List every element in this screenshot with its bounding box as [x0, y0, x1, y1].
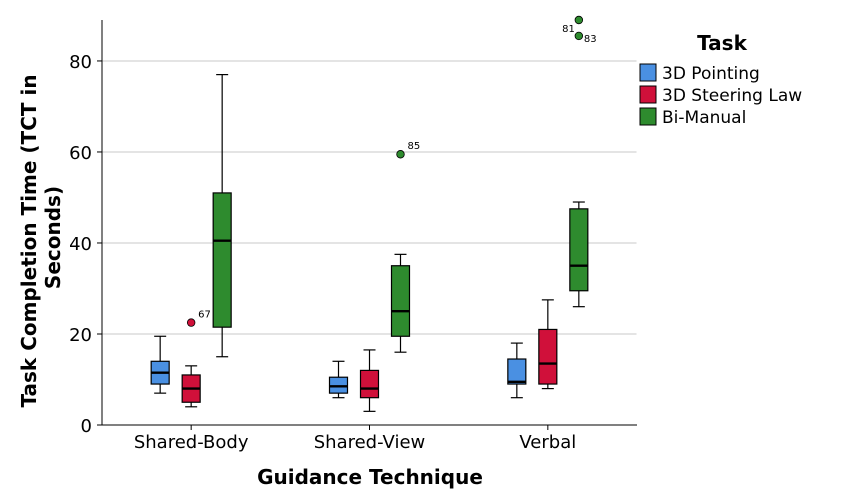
outlier-label: 83: [584, 34, 597, 45]
y-axis-title-line-2: Seconds): [41, 186, 65, 289]
y-axis-title: Task Completion Time (TCT in Seconds): [17, 67, 65, 407]
x-axis-title: Guidance Technique: [257, 465, 483, 489]
x-tick-label: Verbal: [519, 432, 576, 453]
y-tick-label: 40: [69, 234, 92, 255]
legend-swatch: [639, 107, 657, 126]
x-tick-label: Shared-Body: [134, 432, 249, 453]
outlier-point: [574, 15, 584, 25]
outliers: 67 85 83 81: [186, 15, 597, 327]
legend-label: 3D Steering Law: [662, 86, 802, 106]
box-bi-manual: [569, 201, 589, 308]
outlier-point: [396, 150, 405, 159]
y-tick-label: 0: [81, 416, 92, 437]
box-3d-steering-law: [181, 365, 201, 408]
legend-swatch: [639, 63, 657, 82]
box-3d-steering-law: [538, 299, 558, 390]
grid-lines: [102, 60, 637, 335]
box-bi-manual: [390, 253, 411, 353]
box-body: [507, 358, 527, 385]
box-3d-pointing: [150, 335, 170, 394]
y-tick-label: 80: [69, 52, 92, 73]
box-body: [569, 208, 589, 292]
box-3d-pointing: [328, 360, 349, 399]
y-tick-label: 20: [69, 325, 92, 346]
legend-title: Task: [697, 31, 747, 55]
box-body: [390, 265, 411, 337]
box-body: [212, 192, 232, 328]
boxes: [150, 74, 589, 412]
y-tick-label: 60: [69, 143, 92, 164]
x-tick-labels: Shared-Body Shared-View Verbal: [134, 425, 576, 453]
box-body: [538, 328, 558, 385]
outlier-label: 85: [408, 141, 421, 152]
box-body: [359, 369, 380, 399]
box-3d-steering-law: [359, 349, 380, 412]
legend-swatch: [639, 85, 657, 104]
outlier-label: 67: [198, 310, 211, 321]
x-tick-label: Shared-View: [314, 432, 426, 453]
box-bi-manual: [212, 74, 232, 358]
legend-label: 3D Pointing: [662, 64, 760, 84]
box-3d-pointing: [507, 342, 527, 399]
outlier-label: 81: [562, 24, 575, 35]
y-tick-labels: 0 20 40 60 80: [69, 52, 102, 437]
y-axis-title-line-1: Task Completion Time (TCT in: [17, 74, 41, 407]
legend-label: Bi-Manual: [662, 108, 746, 128]
outlier-point: [574, 31, 584, 41]
outlier-point: [186, 318, 196, 327]
